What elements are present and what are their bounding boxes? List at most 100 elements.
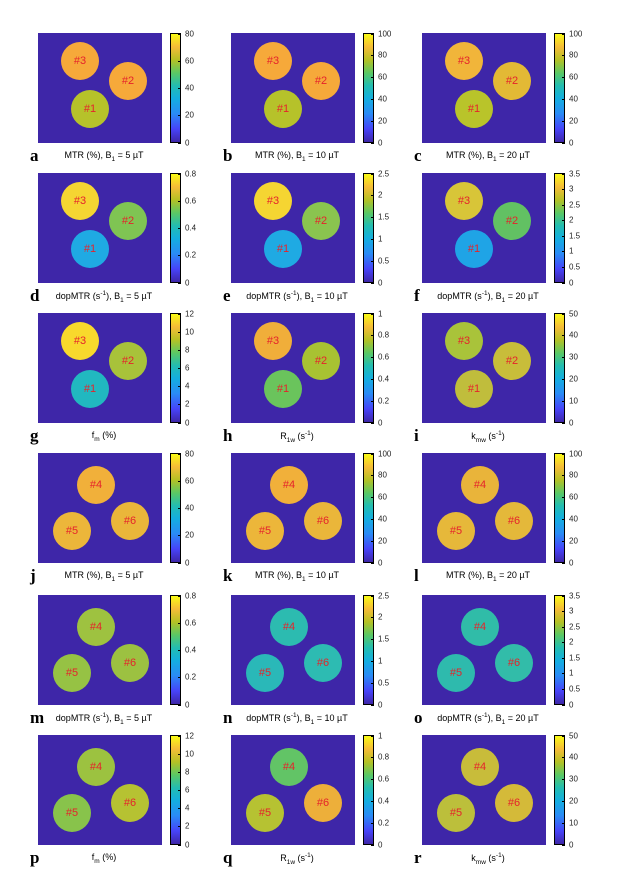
- caption-sub: 1: [501, 718, 506, 726]
- caption-sup: -1: [290, 712, 297, 719]
- caption-text: ): [310, 431, 314, 441]
- colorbar-tick-mark: [178, 622, 181, 624]
- colorbar: [363, 453, 374, 563]
- panel-c: #3 #2 #1 0 20 40 60 80 100 c MTR (%), B1 = 20 µT: [384, 29, 592, 179]
- parameter-map: #3 #2 #1: [38, 173, 162, 283]
- caption-text: MTR (%), B: [64, 570, 112, 580]
- panel-letter: q: [223, 848, 233, 867]
- colorbar-tick-label: 0.6: [378, 352, 390, 362]
- caption-sup: -1: [290, 290, 297, 297]
- colorbar-tick-label: 0.8: [185, 591, 197, 600]
- colorbar-tick-mark: [178, 808, 181, 810]
- colorbar-tick-label: 0.2: [185, 672, 197, 682]
- colorbar-tick-mark: [371, 378, 374, 380]
- colorbar-tick-label: 0.8: [378, 752, 390, 762]
- colorbar-tick-label: 60: [378, 492, 387, 502]
- disk-label: #1: [467, 103, 481, 115]
- panel-letter: c: [414, 146, 422, 165]
- disk-label: #2: [121, 355, 135, 367]
- disk-label: #1: [467, 243, 481, 255]
- panel-letter: l: [414, 566, 419, 585]
- phantom-disk: [77, 748, 115, 786]
- disk-label: #3: [266, 195, 280, 207]
- disk-label: #1: [83, 243, 97, 255]
- panel-caption: MTR (%), B1 = 10 µT: [193, 570, 401, 583]
- colorbar-tick-mark: [178, 753, 181, 755]
- colorbar-tick-mark: [562, 757, 565, 759]
- panel-caption: dopMTR (s-1), B1 = 10 µT: [193, 290, 401, 304]
- phantom-disk: [111, 784, 149, 822]
- disk-label: #6: [123, 515, 137, 527]
- colorbar-tick-label: 0: [378, 278, 383, 287]
- disk-label: #3: [266, 335, 280, 347]
- caption-sub: m: [94, 435, 100, 443]
- phantom-disk: [53, 654, 91, 692]
- panel-caption: fm (%): [0, 852, 208, 865]
- colorbar-tick-label: 40: [378, 514, 387, 524]
- phantom-disk: [109, 62, 147, 100]
- caption-text: MTR (%), B: [254, 570, 302, 580]
- panel-f: #3 #2 #1 0 0.5 1 1.5 2 2.5 3 3.5 f dopMTR (s-1), B1 …: [384, 169, 592, 319]
- colorbar-tick-mark: [562, 688, 565, 690]
- caption-text: MTR (%), B: [254, 150, 302, 160]
- phantom-disk: [495, 644, 533, 682]
- colorbar-tick-label: 80: [378, 470, 387, 480]
- caption-text: ), B: [296, 291, 311, 301]
- panel-caption: fm (%): [0, 430, 208, 443]
- caption-text: f: [91, 430, 95, 440]
- colorbar-tick-label: 0: [569, 700, 574, 709]
- disk-label: #3: [266, 55, 280, 67]
- phantom-disk: [437, 794, 475, 832]
- caption-text: R: [280, 431, 287, 441]
- parameter-map: #4 #5 #6: [231, 735, 355, 845]
- colorbar-tick-label: 8: [185, 345, 190, 355]
- colorbar-tick-mark: [371, 260, 374, 262]
- disk-label: #5: [65, 807, 79, 819]
- caption-text: dopMTR (s: [246, 713, 291, 723]
- disk-label: #1: [276, 383, 290, 395]
- colorbar-tick-mark: [371, 313, 374, 315]
- panel-i: #3 #2 #1 0 10 20 30 40 50 i kmw (s-1): [384, 309, 592, 459]
- colorbar-tick-label: 20: [569, 116, 578, 126]
- colorbar-tick-mark: [178, 404, 181, 406]
- disk-label: #1: [276, 103, 290, 115]
- caption-text: = 10 µT: [314, 291, 348, 301]
- caption-text: f: [91, 852, 95, 862]
- colorbar-tick-mark: [178, 771, 181, 773]
- colorbar-tick-label: 80: [378, 50, 387, 60]
- panel-b: #3 #2 #1 0 20 40 60 80 100 b MTR (%), B1 = 10 µT: [193, 29, 401, 179]
- phantom-disk: [437, 654, 475, 692]
- colorbar-tick-mark: [371, 357, 374, 359]
- colorbar-tick-label: 0: [185, 700, 190, 709]
- disk-label: #5: [258, 525, 272, 537]
- panel-e: #3 #2 #1 0 0.5 1 1.5 2 2.5 e dopMTR (s-1), B1 = 10…: [193, 169, 401, 319]
- disk-label: #4: [473, 479, 487, 491]
- disk-label: #1: [276, 243, 290, 255]
- colorbar-tick-mark: [371, 33, 374, 35]
- colorbar-tick-mark: [562, 497, 565, 499]
- disk-label: #5: [449, 525, 463, 537]
- disk-label: #2: [505, 215, 519, 227]
- phantom-disk: [445, 322, 483, 360]
- colorbar-tick-mark: [178, 142, 181, 144]
- colorbar-tick-mark: [562, 779, 565, 781]
- colorbar-tick-mark: [371, 735, 374, 737]
- phantom-disk: [455, 230, 493, 268]
- colorbar-tick-label: 0.6: [378, 774, 390, 784]
- caption-sub: mw: [475, 858, 486, 866]
- parameter-map: #3 #2 #1: [422, 313, 546, 423]
- caption-text: dopMTR (s: [246, 291, 291, 301]
- panel-h: #3 #2 #1 0 0.2 0.4 0.6 0.8 1 h R1w (s-1): [193, 309, 401, 459]
- panel-caption: kmw (s-1): [384, 852, 592, 866]
- panel-letter: p: [30, 848, 40, 867]
- phantom-disk: [111, 644, 149, 682]
- colorbar-tick-mark: [371, 518, 374, 520]
- phantom-disk: [254, 42, 292, 80]
- colorbar-tick-mark: [178, 313, 181, 315]
- colorbar-tick-label: 0.2: [185, 250, 197, 260]
- colorbar-tick-label: 80: [185, 29, 194, 38]
- caption-text: ): [501, 853, 505, 863]
- caption-text: k: [471, 853, 476, 863]
- colorbar-tick-mark: [178, 595, 181, 597]
- colorbar-tick-mark: [562, 400, 565, 402]
